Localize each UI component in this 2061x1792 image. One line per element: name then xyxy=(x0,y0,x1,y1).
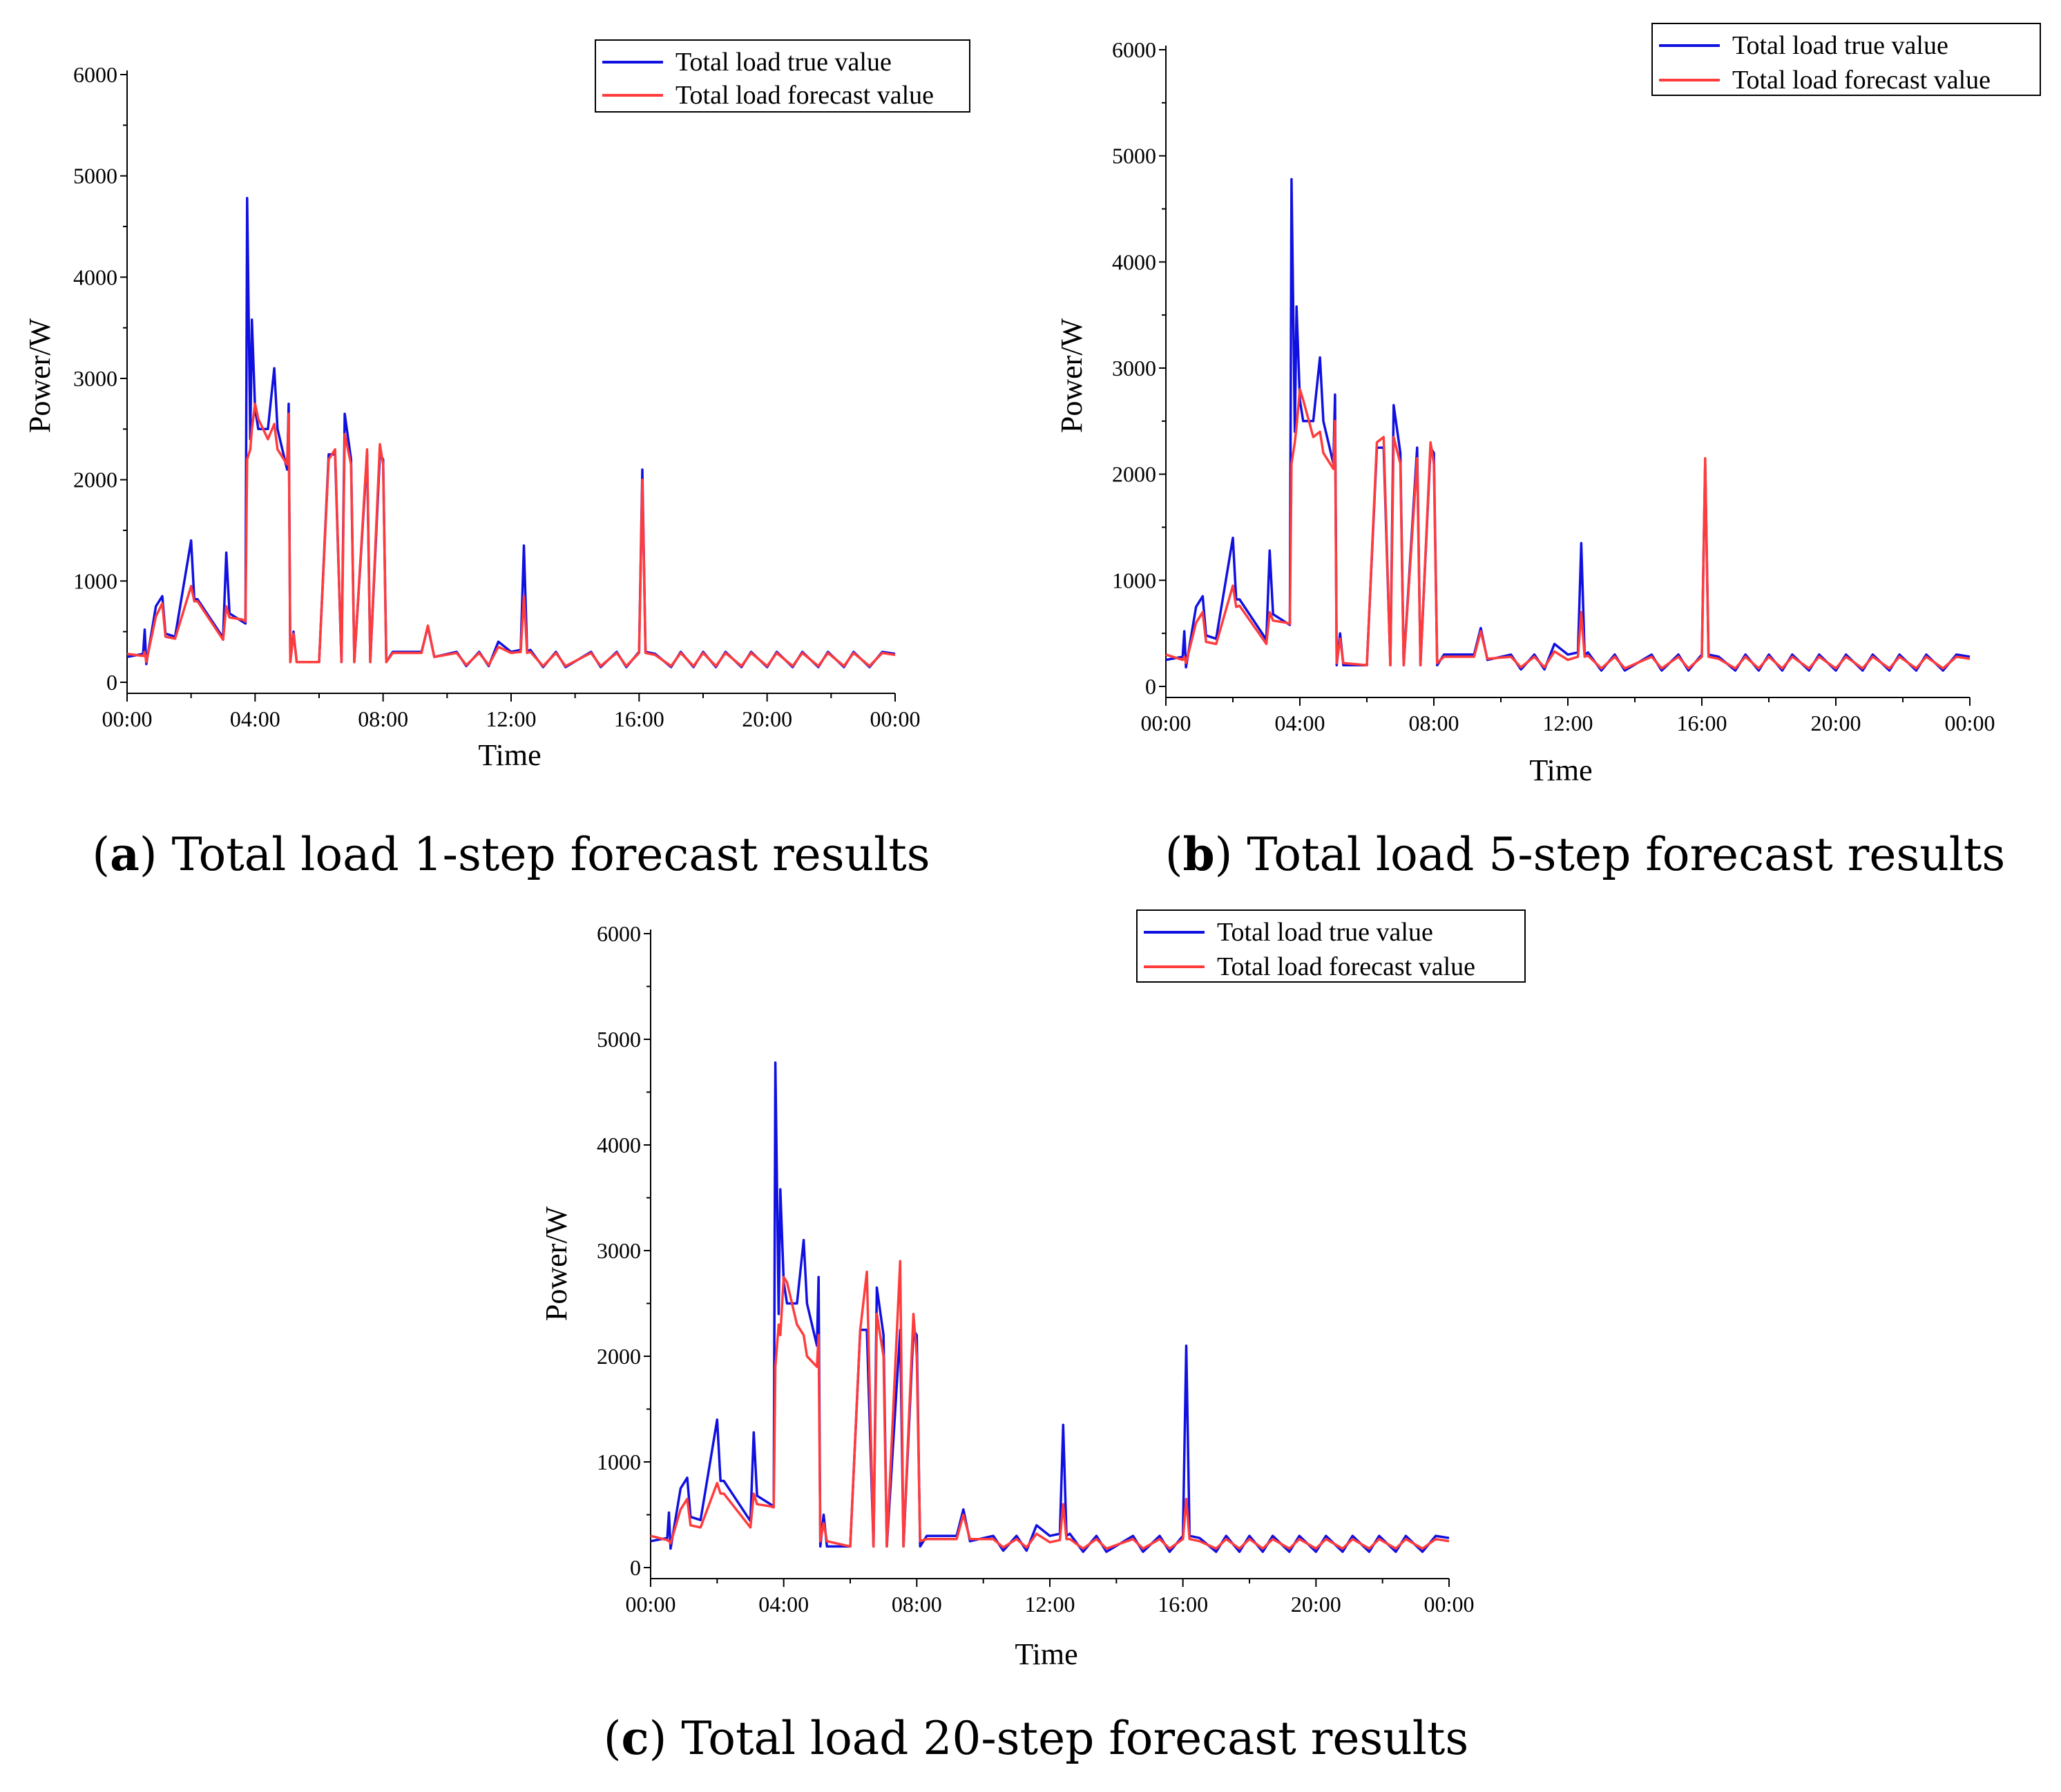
x-tick-label: 16:00 xyxy=(614,706,664,731)
y-axis-title: Power/W xyxy=(23,318,57,433)
panel-b-plot: 0 1000 2000 3000 4000 5000 6000 00:00 04:00 08:00… xyxy=(1112,37,1995,735)
y-tick-label: 5000 xyxy=(1112,144,1156,168)
x-tick-label: 16:00 xyxy=(1677,711,1727,735)
panel-c-legend: Total load true value Total load forecas… xyxy=(1136,909,1526,983)
x-axis-title: Time xyxy=(1529,753,1592,787)
series-line-forecast xyxy=(650,1260,1450,1550)
x-tick-label: 20:00 xyxy=(1811,711,1861,735)
caption-paren-close: ) xyxy=(649,1712,682,1765)
series-line-true xyxy=(1165,177,1971,672)
x-tick-label: 00:00 xyxy=(1424,1592,1475,1617)
legend-label-true: Total load true value xyxy=(1732,31,1948,60)
x-tick-label: 08:00 xyxy=(892,1592,942,1617)
caption-letter: b xyxy=(1182,827,1214,881)
panel-a-plot: 0 1000 2000 3000 4000 5000 6000 00:00 04:00 08:00… xyxy=(73,62,920,731)
y-tick-label: 2000 xyxy=(73,468,117,492)
y-axis-title: Power/W xyxy=(1055,318,1089,433)
y-tick-label: 3000 xyxy=(73,366,117,391)
panel-b-legend: Total load true value Total load forecas… xyxy=(1651,23,2041,96)
y-tick-label: 3000 xyxy=(1112,356,1156,380)
caption-letter: a xyxy=(110,827,140,881)
legend-label-true: Total load true value xyxy=(675,48,892,77)
y-tick-label: 1000 xyxy=(73,568,117,593)
x-tick-label: 04:00 xyxy=(230,706,280,731)
legend-label-forecast: Total load forecast value xyxy=(675,81,934,110)
y-tick-label: 6000 xyxy=(73,62,117,87)
series-line-forecast xyxy=(1165,387,1971,670)
caption-text: Total load 20-step forecast results xyxy=(681,1712,1468,1765)
x-tick-label: 12:00 xyxy=(1543,711,1593,735)
y-tick-label: 2000 xyxy=(1112,462,1156,487)
x-tick-label: 20:00 xyxy=(1291,1592,1341,1617)
y-tick-label: 0 xyxy=(1145,674,1156,699)
x-tick-label: 04:00 xyxy=(758,1592,809,1617)
y-tick-label: 1000 xyxy=(597,1449,641,1474)
panel-a-legend: Total load true value Total load forecas… xyxy=(595,39,970,113)
panel-b: 0 1000 2000 3000 4000 5000 6000 00:00 04:00 08:00… xyxy=(1055,23,2041,881)
x-tick-label: 20:00 xyxy=(742,706,792,731)
y-tick-label: 3000 xyxy=(597,1238,641,1263)
x-tick-label: 12:00 xyxy=(486,706,537,731)
panel-c-plot: 0 1000 2000 3000 4000 5000 6000 00:00 04:00 08:00… xyxy=(597,921,1474,1617)
y-axis-title: Power/W xyxy=(539,1206,573,1321)
caption-text: Total load 1-step forecast results xyxy=(172,828,930,881)
x-tick-label: 08:00 xyxy=(358,706,408,731)
panel-c: 0 1000 2000 3000 4000 5000 6000 00:00 04:00 08:00… xyxy=(539,909,1526,1765)
series-line-true xyxy=(650,1061,1450,1553)
legend-box xyxy=(1651,23,2041,96)
caption-paren-close: ) xyxy=(1215,828,1247,881)
y-tick-label: 4000 xyxy=(73,264,117,289)
x-tick-label: 00:00 xyxy=(1945,711,1995,735)
series-line-true xyxy=(126,197,896,668)
y-tick-label: 6000 xyxy=(597,921,641,946)
caption-paren-open: ( xyxy=(604,1712,622,1765)
y-tick-label: 5000 xyxy=(73,164,117,189)
legend-box xyxy=(595,39,970,113)
x-tick-label: 12:00 xyxy=(1025,1592,1075,1617)
panel-a: 0 1000 2000 3000 4000 5000 6000 00:00 04:00 08:00… xyxy=(23,39,970,881)
x-axis-title: Time xyxy=(1015,1637,1077,1671)
x-tick-label: 00:00 xyxy=(626,1592,676,1617)
panel-a-caption: (a) Total load 1-step forecast results xyxy=(92,827,930,881)
y-tick-label: 6000 xyxy=(1112,37,1156,62)
caption-paren-open: ( xyxy=(1165,828,1183,881)
x-tick-label: 04:00 xyxy=(1275,711,1325,735)
y-tick-label: 0 xyxy=(106,670,117,695)
x-tick-label: 00:00 xyxy=(102,706,153,731)
legend-label-forecast: Total load forecast value xyxy=(1732,66,1991,95)
x-tick-label: 08:00 xyxy=(1409,711,1459,735)
caption-text: Total load 5-step forecast results xyxy=(1247,828,2005,881)
y-tick-label: 4000 xyxy=(1112,249,1156,274)
caption-paren-open: ( xyxy=(92,828,110,881)
x-tick-label: 00:00 xyxy=(870,706,921,731)
legend-label-true: Total load true value xyxy=(1217,918,1433,947)
x-tick-label: 16:00 xyxy=(1158,1592,1208,1617)
x-tick-label: 00:00 xyxy=(1141,711,1191,735)
y-tick-label: 0 xyxy=(630,1555,641,1580)
x-axis-title: Time xyxy=(478,738,541,772)
panel-c-caption: (c) Total load 20-step forecast results xyxy=(604,1711,1469,1765)
series-line-forecast xyxy=(126,402,896,668)
y-tick-label: 1000 xyxy=(1112,568,1156,592)
legend-box xyxy=(1136,909,1526,983)
legend-label-forecast: Total load forecast value xyxy=(1217,952,1475,981)
y-tick-label: 4000 xyxy=(597,1133,641,1157)
y-tick-label: 5000 xyxy=(597,1027,641,1052)
y-tick-label: 2000 xyxy=(597,1344,641,1369)
panel-b-caption: (b) Total load 5-step forecast results xyxy=(1165,827,2006,881)
caption-paren-close: ) xyxy=(140,828,172,881)
caption-letter: c xyxy=(621,1711,649,1765)
